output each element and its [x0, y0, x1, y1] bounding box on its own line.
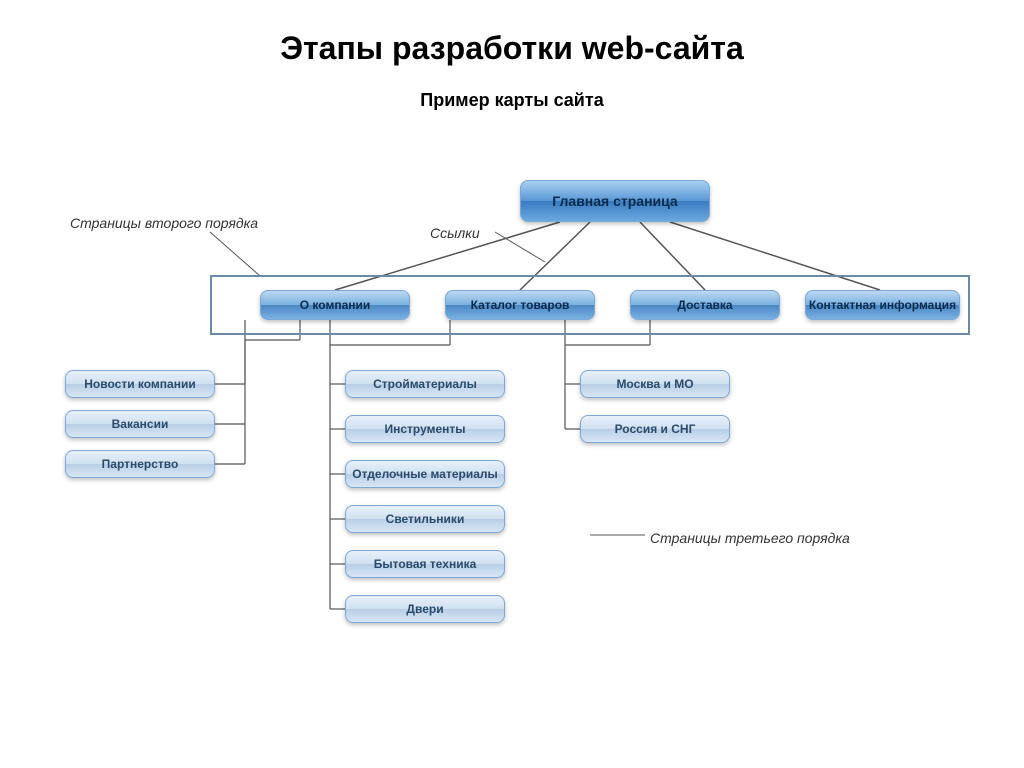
- level2-node-catalog: Каталог товаров: [445, 290, 595, 320]
- level3-node-label: Инструменты: [384, 422, 465, 436]
- level3-node-delivery-0: Москва и МО: [580, 370, 730, 398]
- level2-node-about: О компании: [260, 290, 410, 320]
- level3-node-label: Новости компании: [84, 377, 195, 391]
- level3-node-catalog-0: Стройматериалы: [345, 370, 505, 398]
- annotation-second-order: Страницы второго порядка: [70, 215, 258, 231]
- level3-node-label: Двери: [406, 602, 443, 616]
- annotation-third-order: Страницы третьего порядка: [650, 530, 850, 546]
- level3-node-catalog-5: Двери: [345, 595, 505, 623]
- level3-node-label: Стройматериалы: [373, 377, 477, 391]
- level3-node-about-2: Партнерство: [65, 450, 215, 478]
- level3-node-catalog-4: Бытовая техника: [345, 550, 505, 578]
- level2-node-delivery: Доставка: [630, 290, 780, 320]
- level3-node-catalog-3: Светильники: [345, 505, 505, 533]
- level2-node-contact: Контактная информация: [805, 290, 960, 320]
- level3-node-label: Светильники: [386, 512, 465, 526]
- level3-node-label: Россия и СНГ: [615, 422, 696, 436]
- page-subtitle: Пример карты сайта: [0, 90, 1024, 111]
- level2-node-label: Доставка: [677, 298, 732, 312]
- level3-node-about-1: Вакансии: [65, 410, 215, 438]
- page-title: Этапы разработки web-сайта: [0, 30, 1024, 67]
- annotation-links: Ссылки: [430, 225, 480, 241]
- level3-node-about-0: Новости компании: [65, 370, 215, 398]
- level2-node-label: Контактная информация: [809, 298, 956, 312]
- level3-node-label: Партнерство: [102, 457, 179, 471]
- level3-node-label: Бытовая техника: [374, 557, 477, 571]
- root-node-label: Главная страница: [552, 193, 677, 209]
- level2-node-label: О компании: [300, 298, 371, 312]
- level3-node-label: Вакансии: [112, 417, 169, 431]
- level3-node-delivery-1: Россия и СНГ: [580, 415, 730, 443]
- level3-node-label: Отделочные материалы: [352, 467, 498, 481]
- root-node: Главная страница: [520, 180, 710, 222]
- level2-node-label: Каталог товаров: [471, 298, 570, 312]
- level3-node-label: Москва и МО: [616, 377, 693, 391]
- level3-node-catalog-1: Инструменты: [345, 415, 505, 443]
- level3-node-catalog-2: Отделочные материалы: [345, 460, 505, 488]
